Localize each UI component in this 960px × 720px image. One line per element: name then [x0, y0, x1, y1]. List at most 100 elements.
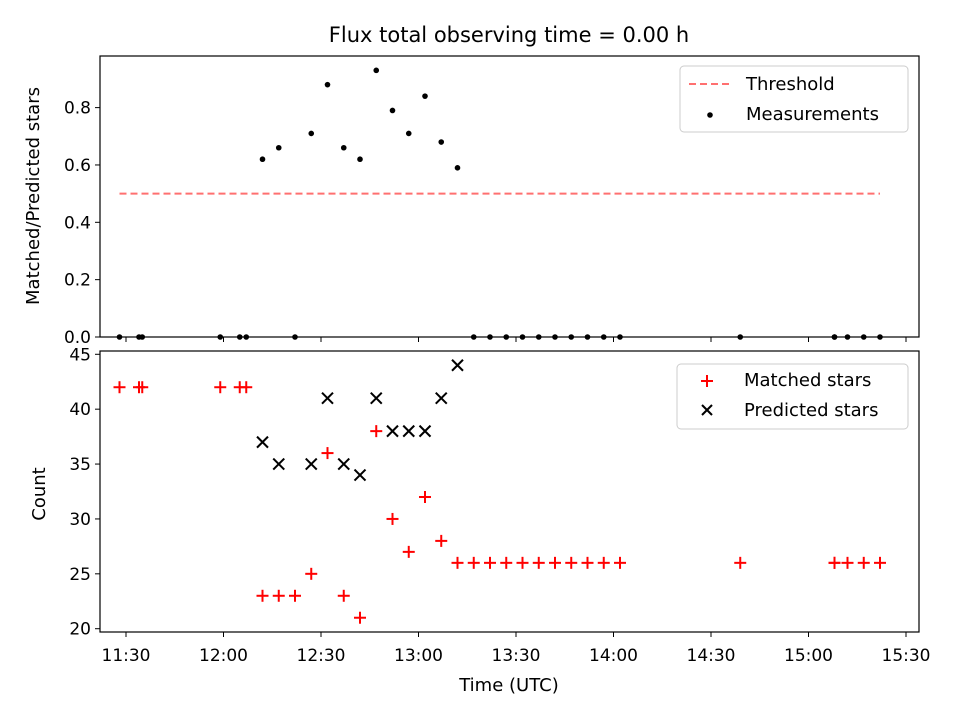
matched-star-point [321, 447, 334, 460]
x-tick-label: 15:30 [882, 646, 931, 666]
matched-star-point [386, 512, 399, 525]
predicted-star-point [418, 424, 432, 438]
matched-star-point [451, 556, 464, 569]
matched-star-point [435, 534, 448, 547]
matched-star-point [516, 556, 529, 569]
matched-star-point [370, 425, 383, 438]
top-y-tick-label: 0.4 [64, 213, 91, 233]
bottom-legend: Matched stars Predicted stars [676, 363, 909, 430]
predicted-star-point [256, 435, 269, 449]
matched-star-point [402, 545, 415, 558]
matched-star-point [305, 567, 318, 580]
bottom-plot-area [113, 359, 886, 624]
predicted-star-point [435, 391, 448, 405]
measurement-point [259, 156, 266, 163]
measurement-point [389, 107, 396, 114]
matched-star-point [874, 556, 886, 569]
x-tick-label: 12:30 [297, 646, 346, 666]
top-y-tick-label: 0.6 [64, 156, 91, 176]
predicted-star-point [386, 424, 399, 438]
measurements-legend-label: Measurements [746, 104, 879, 125]
predicted-star-point [402, 424, 415, 438]
predicted-legend-label: Predicted stars [744, 400, 878, 421]
matched-star-point [581, 556, 594, 569]
top-y-tick-label: 0.8 [64, 99, 91, 119]
measurement-point [454, 165, 461, 171]
matched-star-point [532, 556, 545, 569]
matched-star-point [500, 556, 513, 569]
top-legend-box [679, 65, 909, 133]
top-y-ticks: 0.0 0.2 0.4 0.6 0.8 [64, 99, 100, 348]
x-tick-label: 13:30 [492, 646, 541, 666]
matched-star-point [597, 556, 610, 569]
bottom-x-ticks: 11:30 12:00 12:30 13:00 13:30 14:00 14:30 15:00… [102, 632, 931, 666]
bottom-axes-frame [99, 350, 920, 633]
bottom-y-tick-label: 45 [69, 345, 91, 365]
top-chart-title: Flux total observing time = 0.00 h [329, 23, 689, 47]
matched-legend-label: Matched stars [744, 370, 871, 391]
measurement-point [422, 93, 428, 99]
matched-star-point [256, 589, 269, 602]
predicted-star-point [353, 468, 367, 482]
measurement-point [357, 156, 363, 163]
x-tick-label: 12:00 [199, 646, 248, 666]
x-tick-label: 14:30 [687, 646, 736, 666]
threshold-legend-label: Threshold [745, 74, 835, 95]
matched-star-point [354, 611, 366, 624]
bottom-y-tick-label: 30 [69, 510, 91, 530]
predicted-star-point [272, 457, 285, 471]
bottom-y-ticks: 20 25 30 35 40 45 [69, 345, 100, 640]
bottom-y-tick-label: 25 [69, 565, 91, 585]
bottom-panel: 20 25 30 35 40 45 11:30 12:00 12:30 13:00 13:30 14… [29, 345, 931, 696]
measurement-point [308, 130, 315, 137]
matched-star-point [614, 556, 626, 569]
matched-star-point [272, 589, 285, 602]
matched-star-point [565, 556, 578, 569]
predicted-legend-swatch [701, 404, 713, 416]
top-axes-frame [99, 55, 920, 338]
matched-star-point [136, 381, 149, 394]
matched-star-point [337, 589, 350, 602]
top-y-axis-label: Matched/Predicted stars [23, 87, 44, 305]
matched-star-point [214, 381, 227, 394]
top-legend: Threshold Measurements [679, 65, 909, 133]
measurement-point [275, 144, 282, 151]
matched-legend-swatch [701, 375, 713, 387]
predicted-star-point [370, 391, 383, 405]
measurement-point [324, 81, 331, 88]
x-tick-label: 14:00 [589, 646, 638, 666]
bottom-legend-box [676, 363, 909, 430]
matched-star-point [113, 381, 126, 394]
predicted-star-point [337, 457, 350, 471]
x-tick-label: 11:30 [102, 646, 151, 666]
bottom-y-tick-label: 20 [69, 620, 91, 640]
top-y-tick-label: 0.0 [64, 328, 91, 348]
top-panel: Flux total observing time = 0.00 h 0.00.… [23, 23, 920, 348]
bottom-y-axis-label: Count [29, 467, 50, 520]
top-y-tick-label: 0.2 [64, 271, 91, 291]
measurement-point [373, 67, 380, 74]
matched-star-point [484, 556, 496, 569]
x-axis-label: Time (UTC) [458, 675, 559, 696]
matched-star-point [240, 381, 253, 394]
bottom-y-tick-label: 35 [69, 455, 91, 475]
matched-star-point [857, 556, 870, 569]
predicted-star-point [305, 457, 318, 471]
matched-star-point [734, 556, 747, 569]
x-tick-label: 15:00 [784, 646, 833, 666]
top-x-tick-marks [125, 337, 907, 342]
measurement-point [438, 139, 445, 145]
matched-star-point [289, 589, 301, 602]
predicted-star-point [451, 359, 464, 372]
bottom-y-tick-label: 40 [69, 400, 91, 420]
matched-star-point [841, 556, 854, 569]
measurement-point [340, 144, 347, 151]
predicted-star-point [321, 391, 334, 405]
matched-star-point [419, 490, 431, 503]
matched-star-point [828, 556, 841, 569]
measurement-point [405, 130, 412, 137]
matched-star-point [467, 556, 480, 569]
x-tick-label: 13:00 [394, 646, 443, 666]
measurements-legend-swatch [707, 112, 713, 118]
